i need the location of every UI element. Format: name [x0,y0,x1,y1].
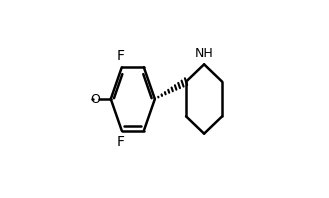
Text: F: F [117,135,125,149]
Text: O: O [90,92,100,106]
Text: F: F [117,49,125,63]
Text: NH: NH [195,47,214,60]
